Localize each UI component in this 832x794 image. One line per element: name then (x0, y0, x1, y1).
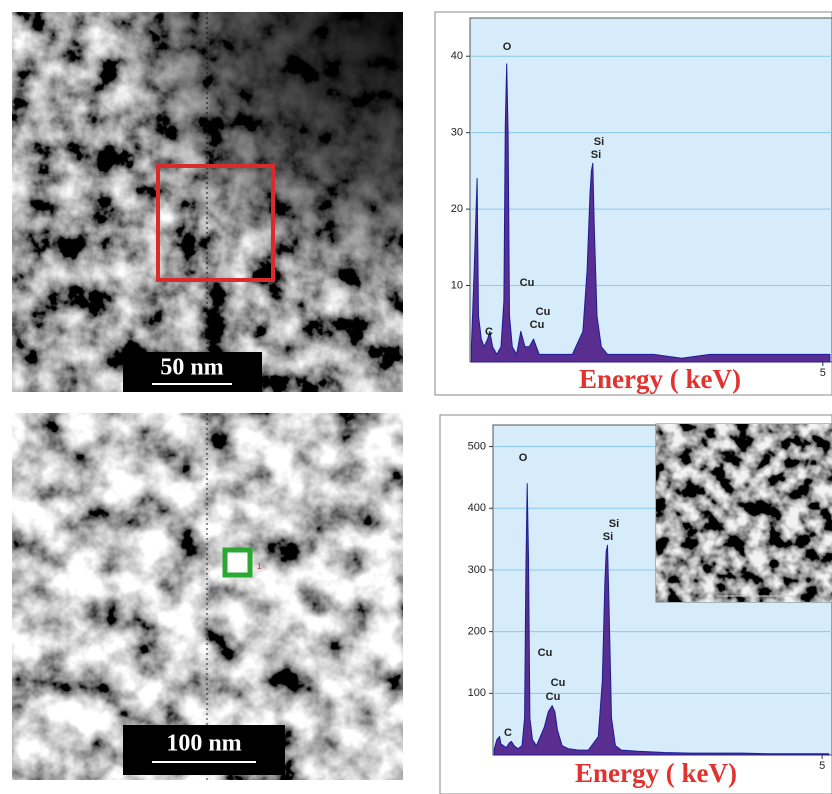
peak-label: C (504, 727, 512, 739)
y-tick-label: 40 (451, 50, 463, 62)
peak-label: Cu (520, 277, 535, 289)
scale-bar-label: 100 nm (166, 731, 241, 757)
y-tick-label: 10 (451, 279, 463, 291)
peak-label: Cu (551, 677, 566, 689)
peak-label: Cu (538, 647, 553, 659)
scale-bar-label: 50 nm (160, 355, 223, 381)
y-tick-label: 300 (468, 564, 486, 576)
x-axis-label: Energy ( keV) (575, 758, 737, 788)
tem-image-top: 1 50 nm (12, 12, 403, 392)
peak-label: Si (609, 518, 619, 530)
inset-image-texture (656, 424, 832, 602)
peak-label: C (485, 326, 493, 338)
selection-marker: 1 (257, 562, 262, 571)
peak-label: O (503, 41, 512, 53)
y-tick-label: 100 (468, 687, 486, 699)
selection-box (225, 550, 250, 575)
peak-label: Cu (536, 306, 551, 318)
figure: 1 50 nm 1 100 nm 102030405OSiSiCuCuCuCEn… (0, 0, 832, 794)
plot-area (470, 18, 832, 362)
x-axis-label: Energy ( keV) (579, 364, 741, 394)
peak-label: Si (603, 531, 613, 543)
selection-marker: 1 (281, 273, 286, 282)
tem-image-bottom: 1 100 nm (12, 413, 403, 780)
peak-label: Si (594, 136, 604, 148)
y-tick-label: 400 (468, 502, 486, 514)
y-tick-label: 20 (451, 203, 463, 215)
peak-label: Cu (530, 319, 545, 331)
x-tick-label: 5 (820, 367, 826, 379)
peak-label: Si (591, 149, 601, 161)
x-tick-label: 5 (819, 760, 825, 772)
y-tick-label: 30 (451, 127, 463, 139)
peak-label: O (519, 452, 528, 464)
peak-label: Cu (546, 691, 561, 703)
y-tick-label: 200 (468, 626, 486, 638)
y-tick-label: 500 (468, 440, 486, 452)
